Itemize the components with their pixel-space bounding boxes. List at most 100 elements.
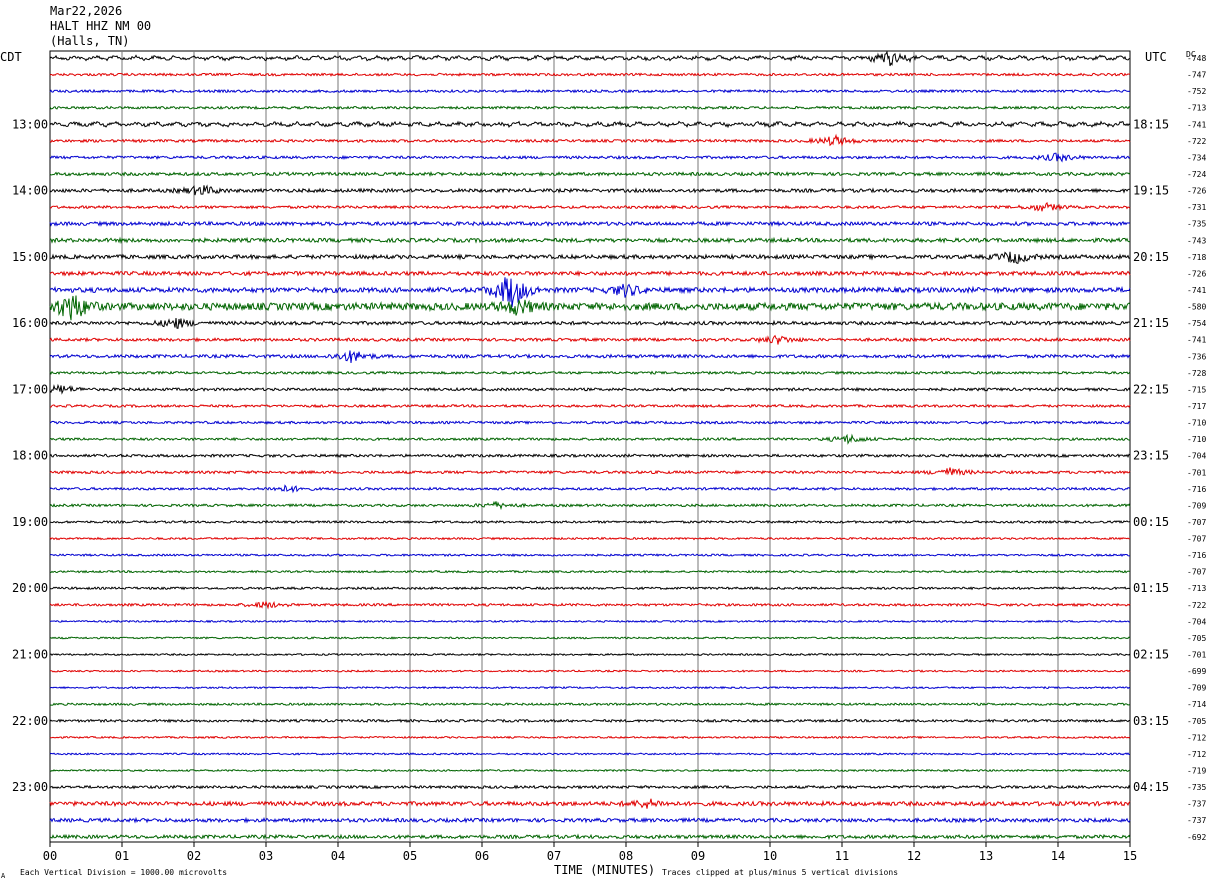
chart-date: Mar22,2026 [50,4,123,18]
dc-offset-label: -741 [1187,336,1206,345]
dc-label: DC [1186,50,1196,59]
left-hour-label: 13:00 [12,117,48,131]
right-hour-label: 18:15 [1133,117,1169,131]
right-hour-label: 21:15 [1133,316,1169,330]
left-hour-label: 17:00 [12,382,48,396]
x-tick-label: 03 [259,849,273,863]
dc-offset-label: -692 [1187,833,1206,842]
seismic-trace [49,88,1131,94]
seismic-trace [49,586,1131,591]
seismic-trace [49,735,1131,740]
dc-offset-label: -743 [1187,236,1206,245]
dc-offset-label: -748 [1187,54,1206,63]
seismic-trace [49,50,1131,67]
dc-offset-label: -736 [1187,352,1206,361]
seismic-trace [49,170,1131,177]
dc-offset-label: -719 [1187,767,1206,776]
dc-offset-label: -731 [1187,203,1206,212]
dc-offset-label: -705 [1187,634,1206,643]
x-tick-label: 13 [979,849,993,863]
seismic-trace [49,105,1131,111]
seismic-trace [49,152,1131,163]
left-hour-label: 23:00 [12,780,48,794]
dc-offset-label: -704 [1187,617,1206,626]
right-hour-label: 19:15 [1133,184,1169,198]
dc-offset-label: -710 [1187,419,1206,428]
dc-offset-label: -709 [1187,501,1206,510]
x-tick-label: 15 [1123,849,1137,863]
dc-offset-label: -734 [1187,153,1206,162]
seismic-trace [49,120,1131,129]
left-hour-label: 19:00 [12,515,48,529]
x-tick-label: 12 [907,849,921,863]
dc-offset-label: -737 [1187,816,1206,825]
seismic-trace [49,370,1131,376]
seismic-trace [49,768,1131,773]
seismic-trace [49,383,1131,395]
x-tick-label: 14 [1051,849,1065,863]
x-tick-label: 04 [331,849,345,863]
dc-offset-label: -726 [1187,187,1206,196]
right-hour-label: 04:15 [1133,780,1169,794]
seismic-trace [49,220,1131,227]
dc-offset-label: -714 [1187,700,1206,709]
x-axis-label: TIME (MINUTES) [554,863,655,877]
left-hour-label: 20:00 [12,581,48,595]
seismic-trace [49,133,1131,147]
footer-scale-note: Each Vertical Division = 1000.00 microvo… [20,868,227,877]
seismic-trace [49,600,1131,610]
x-tick-label: 07 [547,849,561,863]
dc-offset-label: -726 [1187,269,1206,278]
dc-offset-label: -752 [1187,87,1206,96]
x-tick-label: 01 [115,849,129,863]
dc-offset-label: -701 [1187,468,1206,477]
seismic-trace [49,403,1131,409]
seismic-trace [49,201,1131,212]
dc-offset-label: -716 [1187,485,1206,494]
dc-offset-label: -704 [1187,452,1206,461]
right-timezone-label: UTC [1145,50,1167,64]
dc-offset-label: -735 [1187,220,1206,229]
right-hour-label: 03:15 [1133,714,1169,728]
dc-offset-label: -737 [1187,800,1206,809]
seismic-trace [49,72,1131,77]
right-hour-label: 02:15 [1133,648,1169,662]
left-hour-label: 14:00 [12,184,48,198]
seismic-trace [49,350,1131,364]
seismic-trace [49,784,1131,790]
dc-offset-label: -712 [1187,733,1206,742]
dc-offset-label: -735 [1187,783,1206,792]
dc-offset-label: -707 [1187,535,1206,544]
dc-offset-label: -712 [1187,750,1206,759]
right-hour-label: 20:15 [1133,250,1169,264]
plot-frame [49,50,1131,843]
right-hour-label: 23:15 [1133,449,1169,463]
seismic-trace [49,467,1131,476]
seismic-trace [49,184,1130,196]
dc-offset-label: -722 [1187,137,1206,146]
seismic-trace [49,569,1131,574]
dc-offset-label: -754 [1187,319,1206,328]
seismic-trace [49,453,1131,459]
footer-clip-note: Traces clipped at plus/minus 5 vertical … [662,868,898,877]
seismic-trace [49,833,1131,841]
dc-offset-label: -741 [1187,286,1206,295]
seismic-trace [49,685,1131,690]
right-hour-label: 22:15 [1133,382,1169,396]
x-tick-label: 11 [835,849,849,863]
dc-offset-label: -701 [1187,651,1206,660]
x-tick-label: 02 [187,849,201,863]
seismic-trace [49,816,1131,824]
seismic-trace [49,652,1131,657]
left-timezone-label: CDT [0,50,22,64]
corner-mark: A [1,872,6,880]
seismic-trace [49,484,1131,494]
dc-offset-label: -713 [1187,104,1206,113]
left-hour-label: 15:00 [12,250,48,264]
dc-offset-label: -580 [1187,303,1206,312]
dc-offset-label: -741 [1187,120,1206,129]
left-hour-label: 22:00 [12,714,48,728]
dc-offset-label: -715 [1187,385,1206,394]
chart-location: (Halls, TN) [50,34,130,48]
